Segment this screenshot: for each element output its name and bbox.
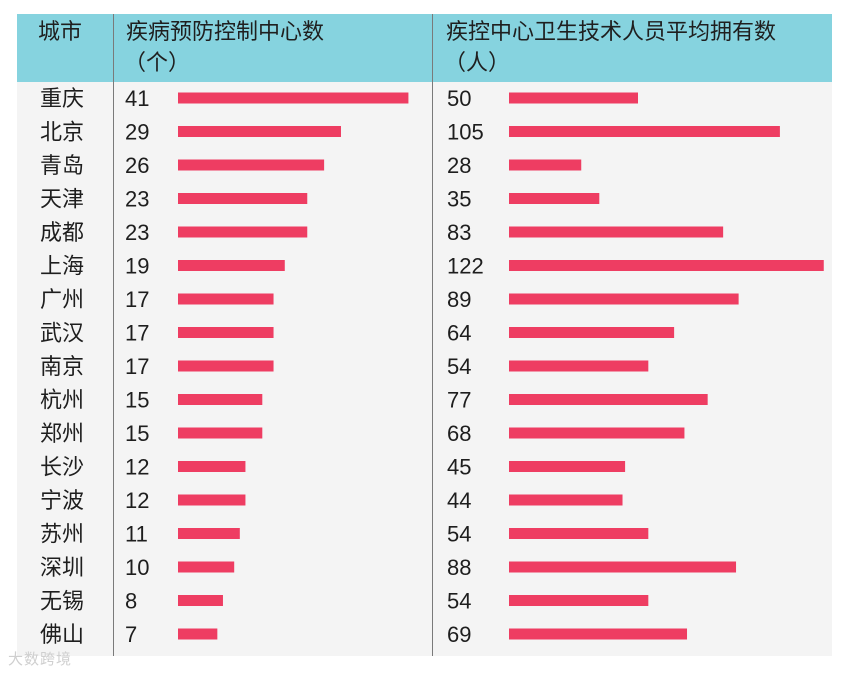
centers-value-label: 17 [125,354,149,379]
centers-value-label: 17 [125,321,149,346]
header-centers-unit: （个） [124,50,191,75]
staff-bar [509,595,649,606]
centers-value-label: 11 [125,522,148,547]
centers-value-label: 15 [125,421,149,446]
city-label: 长沙 [40,455,84,480]
staff-bar [509,193,600,204]
centers-value-label: 23 [125,187,149,212]
city-label: 无锡 [40,589,84,614]
city-label: 郑州 [40,421,84,446]
watermark: 大数跨境 [8,651,73,668]
centers-bar [178,193,308,204]
staff-value-label: 54 [447,522,471,547]
city-label: 北京 [40,120,84,145]
centers-value-label: 8 [125,589,137,614]
centers-bar [178,528,240,539]
centers-bar [178,561,235,573]
staff-bar [509,427,685,439]
staff-value-label: 50 [447,86,471,111]
staff-bar [509,293,739,305]
centers-bar [178,595,223,606]
staff-bar [509,159,582,171]
staff-bar [509,394,708,405]
staff-value-label: 45 [447,455,471,480]
centers-value-label: 41 [125,86,149,111]
staff-value-label: 105 [447,120,484,145]
staff-value-label: 77 [447,388,471,413]
centers-bar [178,293,274,305]
staff-value-label: 88 [447,555,471,580]
centers-bar [178,92,409,104]
header-staff-unit: （人） [444,50,511,75]
staff-bar [509,126,780,137]
centers-bar [178,427,263,439]
city-label: 成都 [40,220,84,245]
header-centers: 疾病预防控制中心数 [126,19,325,44]
staff-value-label: 122 [447,254,484,279]
centers-bar [178,159,325,171]
city-label: 武汉 [40,321,84,346]
divider-middle [432,14,433,656]
staff-value-label: 83 [447,220,471,245]
centers-value-label: 23 [125,220,149,245]
table-panel [17,14,832,656]
staff-bar [509,628,688,640]
centers-value-label: 7 [125,622,137,647]
staff-bar [509,226,724,238]
staff-value-label: 35 [447,187,471,212]
staff-bar [509,528,649,539]
centers-bar [178,394,263,405]
city-label: 广州 [40,287,84,312]
staff-value-label: 64 [447,321,471,346]
city-label: 深圳 [40,555,84,580]
staff-bar [509,92,638,104]
centers-bar [178,260,285,271]
staff-bar [509,561,737,573]
centers-value-label: 10 [125,555,149,580]
city-label: 上海 [40,254,84,279]
centers-bar [178,327,274,338]
staff-bar [509,494,623,506]
staff-bar [509,461,626,472]
divider-city [113,14,114,656]
city-label: 苏州 [40,522,84,547]
centers-bar [178,494,246,506]
centers-value-label: 12 [125,455,149,480]
staff-bar [509,260,824,271]
centers-value-label: 15 [125,388,149,413]
staff-value-label: 68 [447,421,471,446]
staff-value-label: 28 [447,153,471,178]
centers-value-label: 12 [125,488,149,513]
staff-bar [509,360,649,372]
city-label: 天津 [40,187,84,212]
centers-bar [178,360,274,372]
centers-value-label: 29 [125,120,149,145]
header-city: 城市 [38,19,83,44]
centers-value-label: 26 [125,153,149,178]
city-label: 青岛 [40,153,84,178]
staff-value-label: 54 [447,589,471,614]
city-label: 重庆 [40,86,84,111]
staff-bar [509,327,675,338]
centers-bar [178,628,218,640]
centers-value-label: 19 [125,254,149,279]
table-header [17,14,832,82]
staff-value-label: 89 [447,287,471,312]
centers-value-label: 17 [125,287,149,312]
staff-value-label: 69 [447,622,471,647]
city-label: 佛山 [40,622,84,647]
city-label: 南京 [40,354,84,379]
staff-value-label: 54 [447,354,471,379]
city-label: 宁波 [40,488,84,513]
centers-bar [178,226,308,238]
centers-bar [178,126,341,137]
centers-bar [178,461,246,472]
city-label: 杭州 [40,388,84,413]
header-staff: 疾控中心卫生技术人员平均拥有数 [446,19,777,44]
staff-value-label: 44 [447,488,471,513]
